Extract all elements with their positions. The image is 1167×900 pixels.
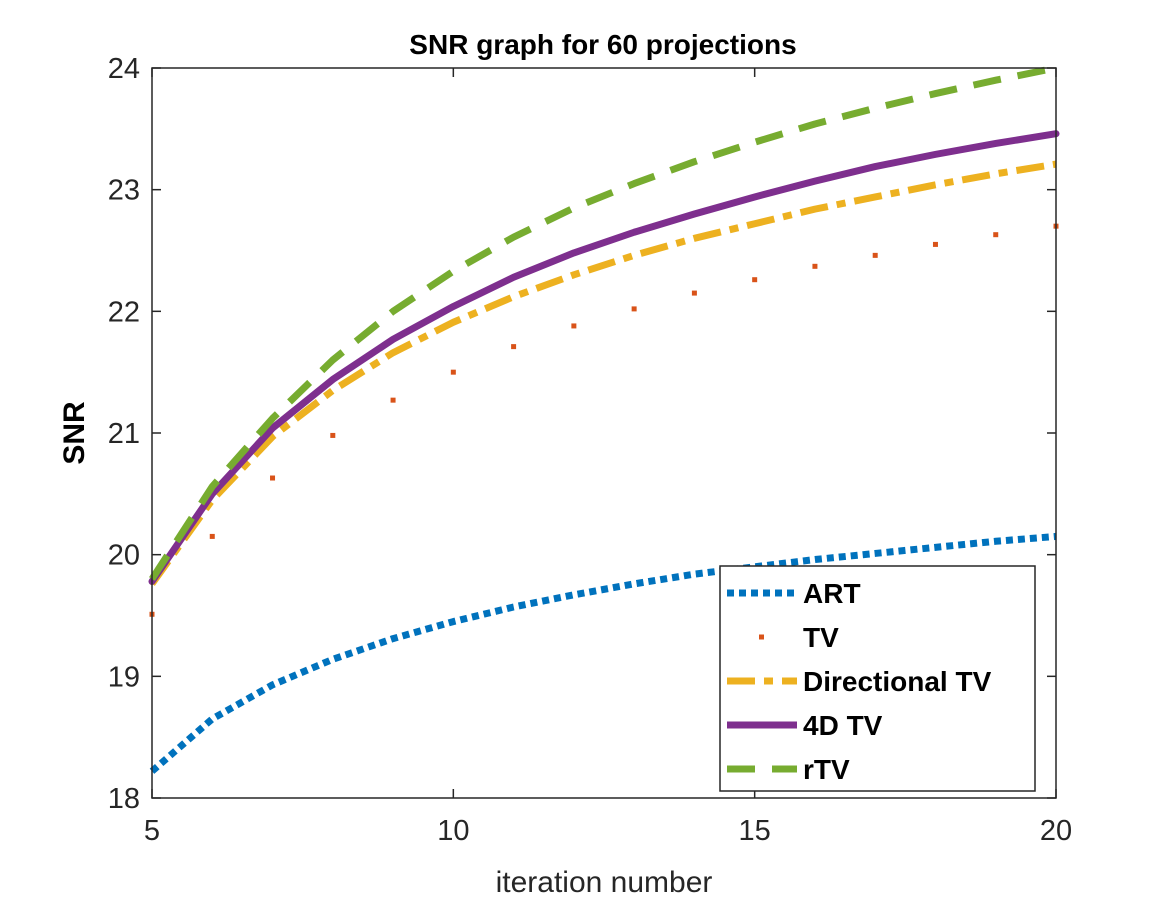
legend-label-rtv: rTV — [803, 754, 850, 785]
x-axis-label: iteration number — [496, 866, 713, 899]
legend-item-4d-tv: 4D TV — [727, 710, 883, 741]
series-tv-point — [270, 475, 276, 481]
series-tv-point — [812, 263, 818, 269]
series-tv-point — [872, 252, 878, 258]
series-tv-point — [450, 369, 456, 375]
y-tick-label: 19 — [108, 661, 140, 693]
y-tick-label: 18 — [108, 783, 140, 815]
legend-item-directional-tv: Directional TV — [727, 666, 992, 697]
legend-label-4d-tv: 4D TV — [803, 710, 883, 741]
y-axis-label: SNR — [58, 401, 91, 465]
x-tick-label: 20 — [1040, 815, 1072, 847]
ticks-layer: 5 10 15 20 18 19 20 21 22 23 24 — [108, 53, 1072, 847]
x-tick-label: 15 — [739, 815, 771, 847]
series-4d-tv-line — [148, 130, 1060, 585]
series-tv-point — [932, 241, 938, 247]
series-tv-point — [330, 432, 336, 438]
chart-title: SNR graph for 60 projections — [409, 29, 796, 60]
legend-swatch-tv — [759, 634, 764, 640]
legend: ART TV Directional TV 4D TV rTV — [719, 565, 1036, 792]
y-tick-label: 24 — [108, 53, 140, 85]
series-tv-point — [571, 323, 577, 329]
y-tick-label: 21 — [108, 418, 140, 450]
legend-label-tv: TV — [803, 622, 839, 653]
series-art-line — [149, 532, 1057, 774]
series-tv-point — [752, 277, 758, 283]
x-tick-label: 5 — [144, 815, 160, 847]
series-directional-tv-line — [149, 160, 1057, 586]
series-tv-point — [631, 306, 637, 312]
y-tick-label: 23 — [108, 175, 140, 207]
y-tick-label: 20 — [108, 540, 140, 572]
series-tv-point — [209, 533, 215, 539]
legend-item-art: ART — [727, 578, 861, 609]
series-tv-point — [993, 232, 999, 238]
series-rtv-line — [149, 64, 1057, 581]
legend-item-rtv: rTV — [727, 754, 850, 785]
x-tick-label: 10 — [437, 815, 469, 847]
series-tv-point — [511, 344, 517, 350]
legend-item-tv: TV — [759, 622, 839, 653]
series-tv-point — [691, 290, 697, 296]
legend-label-directional-tv: Directional TV — [803, 666, 992, 697]
y-tick-label: 22 — [108, 296, 140, 328]
series-tv-point — [390, 397, 396, 403]
series-layer — [148, 64, 1060, 774]
legend-label-art: ART — [803, 578, 861, 609]
